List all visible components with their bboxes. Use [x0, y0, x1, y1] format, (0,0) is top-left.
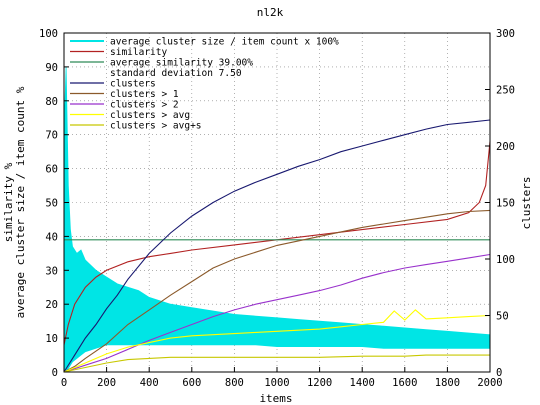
- x-tick-label: 800: [225, 377, 244, 389]
- x-tick-label: 2000: [477, 377, 502, 389]
- x-tick-label: 200: [97, 377, 116, 389]
- y-tick-label-left: 70: [45, 130, 58, 142]
- y-axis-left-label-line: average cluster size / item count %: [14, 86, 27, 318]
- x-tick-label: 1800: [435, 377, 460, 389]
- y-tick-label-right: 150: [496, 198, 515, 210]
- y-tick-label-left: 10: [45, 333, 58, 345]
- y-tick-label-left: 0: [52, 367, 58, 379]
- y-axis-left-label-line: similarity %: [2, 162, 15, 242]
- legend-label: clusters: [110, 79, 156, 90]
- series-line-8: [63, 354, 490, 373]
- y-tick-label-left: 20: [45, 299, 58, 311]
- series-line-4: [63, 119, 491, 373]
- y-tick-label-right: 200: [496, 141, 515, 153]
- legend-label: similarity: [110, 47, 167, 58]
- y-tick-label-left: 40: [45, 231, 58, 243]
- plot-frame: [63, 32, 491, 373]
- legend-label: average cluster size / item count x 100%: [110, 37, 339, 48]
- y-tick-label-right: 50: [496, 311, 509, 323]
- y-tick-label-left: 80: [45, 96, 58, 108]
- x-tick-label: 1600: [392, 377, 417, 389]
- y-tick-label-right: 250: [496, 85, 515, 97]
- x-axis-label: items: [259, 392, 292, 405]
- y-tick-label-left: 60: [45, 164, 58, 176]
- legend: average cluster size / item count x 100%…: [70, 37, 339, 132]
- legend-label: clusters > avg+s: [110, 121, 202, 132]
- y-axis-left-label: similarity % average cluster size / item …: [2, 86, 27, 318]
- series-line-1: [63, 141, 491, 346]
- y-tick-label-right: 100: [496, 254, 515, 266]
- x-tick-label: 400: [140, 377, 159, 389]
- x-tick-label: 1400: [350, 377, 375, 389]
- series-line-6: [63, 253, 491, 373]
- y-tick-label-left: 90: [45, 62, 58, 74]
- x-tick-label: 1200: [307, 377, 332, 389]
- y-tick-label-left: 50: [45, 198, 58, 210]
- series-layer: [63, 119, 491, 373]
- y-tick-label-right: 300: [496, 28, 515, 40]
- series-line-7: [63, 309, 491, 373]
- x-tick-label: 1000: [264, 377, 289, 389]
- y-tick-label-right: 0: [496, 367, 502, 379]
- legend-label: clusters > avg: [110, 110, 190, 121]
- legend-label: clusters > 1: [110, 89, 179, 100]
- x-tick-label: 600: [182, 377, 201, 389]
- x-tick-label: 0: [61, 377, 67, 389]
- legend-label: standard deviation 7.50: [110, 68, 242, 79]
- series-line-5: [63, 209, 491, 373]
- y-tick-label-left: 30: [45, 265, 58, 277]
- y-axis-right-label: clusters: [520, 177, 533, 230]
- legend-label: average similarity 39.00%: [110, 58, 253, 69]
- chart-title: nl2k: [257, 6, 284, 19]
- legend-label: clusters > 2: [110, 100, 179, 111]
- y-tick-label-left: 100: [39, 28, 58, 40]
